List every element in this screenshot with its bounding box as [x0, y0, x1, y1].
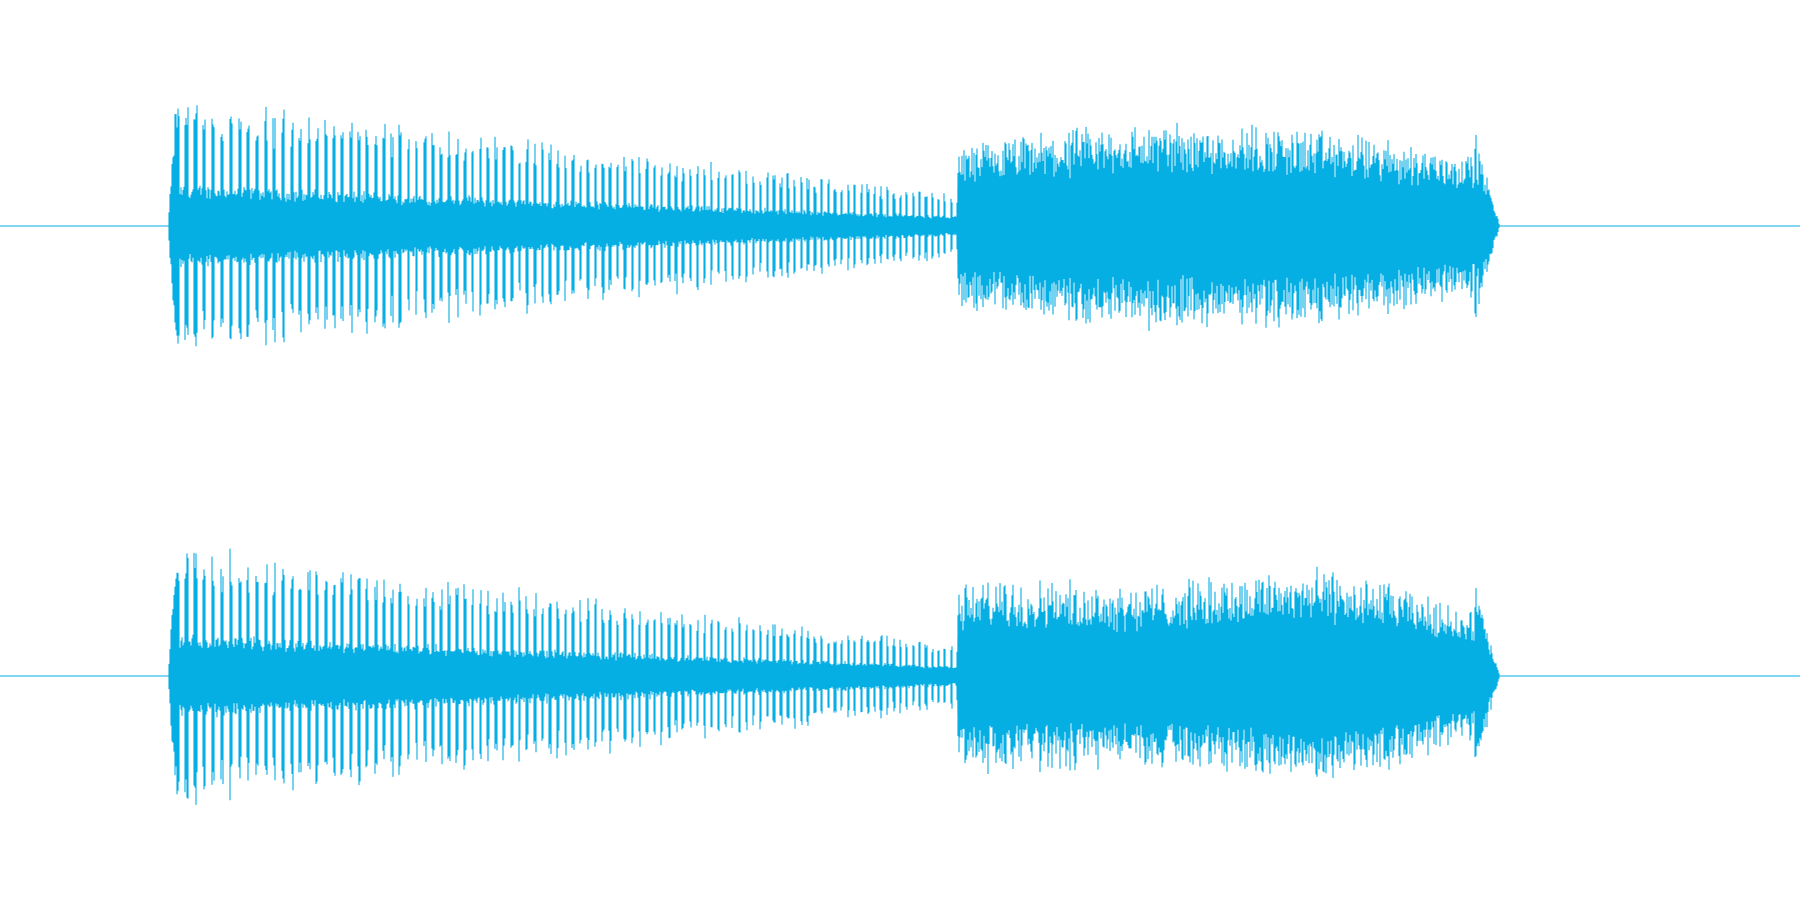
channel-left-waveform: [0, 105, 1800, 347]
waveform-core: [169, 638, 1498, 714]
channel-right-waveform: [0, 548, 1800, 805]
waveform-core: [169, 188, 1498, 264]
